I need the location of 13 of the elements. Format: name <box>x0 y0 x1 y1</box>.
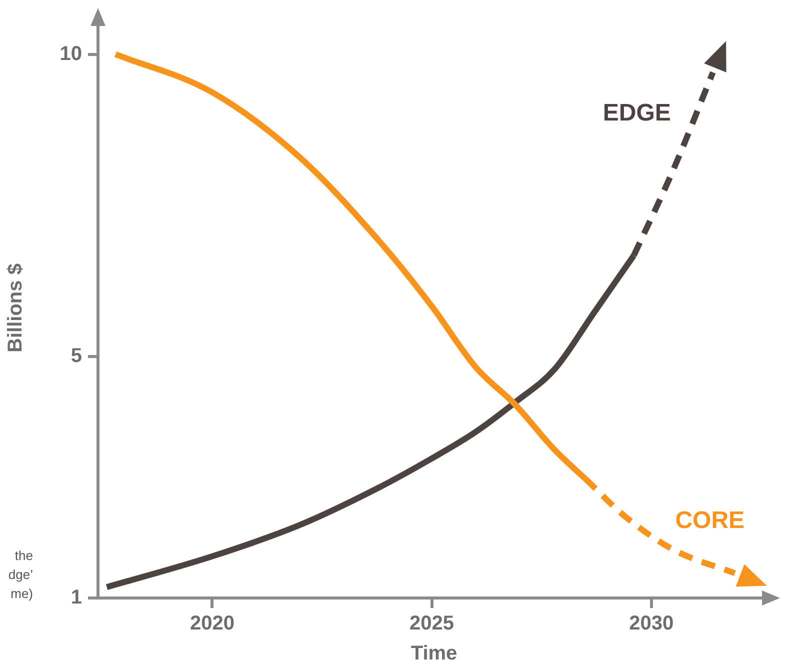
text: the <box>14 548 33 563</box>
x-axis-title: Time <box>410 642 458 665</box>
x-tick-label: 2030 <box>629 612 674 635</box>
text: dge’ <box>8 567 34 582</box>
text: EDGE <box>602 99 671 126</box>
y-tick-label: 10 <box>60 42 82 65</box>
y-axis-title: Billions $ <box>4 264 27 352</box>
text: me) <box>10 586 33 601</box>
x-tick-label: 2025 <box>410 612 454 635</box>
y-tick-label: 1 <box>70 586 82 609</box>
y-tick-label: 5 <box>70 344 82 367</box>
text: CORE <box>675 507 745 534</box>
x-tick-label: 2020 <box>190 612 234 635</box>
